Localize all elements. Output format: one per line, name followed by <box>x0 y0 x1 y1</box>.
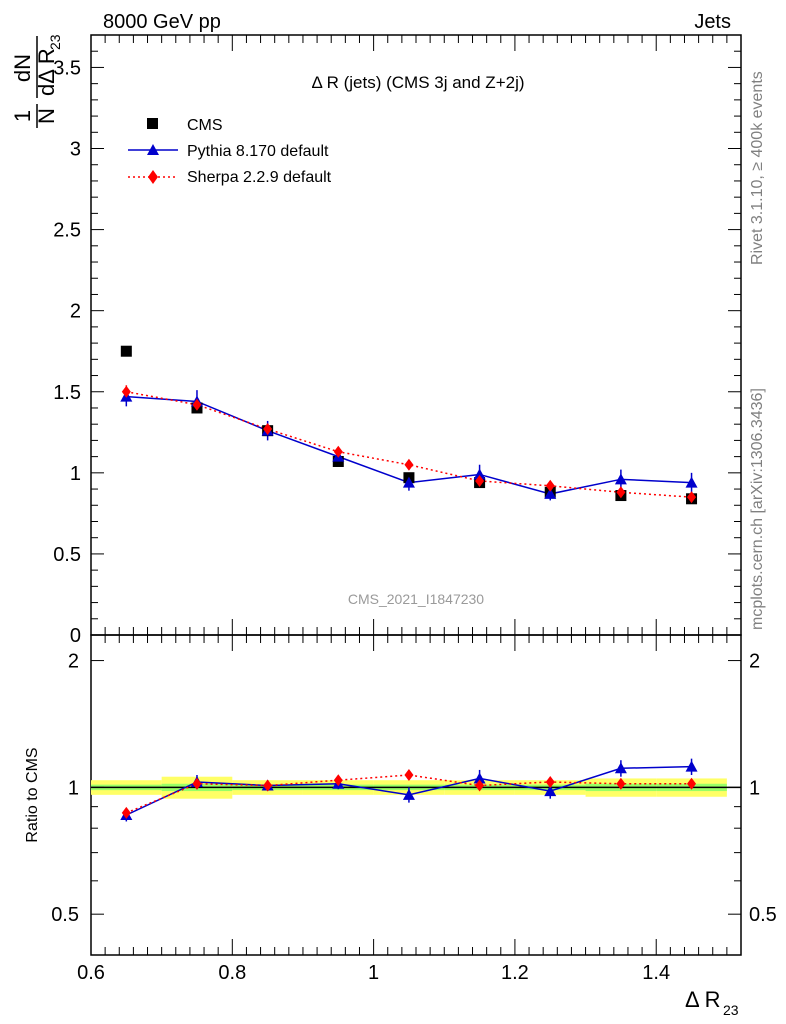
ratio-panel: Ratio to CMS 0.5 0.5 1 1 2 2 <box>24 634 777 956</box>
sherpa-point <box>687 491 697 504</box>
ratio-sherpa-point <box>475 779 485 792</box>
pythia-point <box>402 476 415 488</box>
pythia-point <box>614 473 627 485</box>
main-ylabel: 1 N dN dΔ R 23 <box>10 34 63 128</box>
ratio-series <box>120 758 698 822</box>
xtick-label: 0.6 <box>77 962 105 984</box>
ratio-sherpa-point <box>121 806 131 819</box>
main-ytick-label: 1.5 <box>53 382 81 404</box>
main-ylabel-sub: 23 <box>47 34 63 50</box>
sherpa-point <box>121 385 131 398</box>
legend-sherpa-label: Sherpa 2.2.9 default <box>187 169 332 186</box>
main-ytick-label: 0.5 <box>53 544 81 566</box>
main-title: Δ R (jets) (CMS 3j and Z+2j) <box>311 73 524 92</box>
pythia-point <box>685 476 698 488</box>
pythia-point <box>473 468 486 480</box>
ratio-pythia-point <box>402 788 415 800</box>
legend-cms-label: CMS <box>187 117 223 134</box>
ratio-ytick-label-left: 1 <box>68 777 79 799</box>
header-left: 8000 GeV pp <box>103 11 221 33</box>
mcplots-label: mcplots.cern.ch [arXiv:1306.3436] <box>749 388 766 630</box>
ratio-ylabel: Ratio to CMS <box>24 747 41 842</box>
sherpa-point <box>545 479 555 492</box>
ratio-pythia-point <box>614 762 627 774</box>
ratio-ytick-label-right: 2 <box>749 651 760 673</box>
main-ticks: 0 0.5 1 1.5 2 2.5 3 3.5 <box>53 34 741 647</box>
header-right: Jets <box>694 11 731 33</box>
legend-cms-marker <box>147 118 158 129</box>
sherpa-point <box>192 398 202 411</box>
main-panel: Δ R (jets) (CMS 3j and Z+2j) CMS_2021_I1… <box>53 34 742 647</box>
ratio-sherpa-point <box>333 774 343 787</box>
xtick-label: 1 <box>368 962 379 984</box>
main-ytick-label: 2.5 <box>53 220 81 242</box>
main-ylabel-dN: dN <box>10 54 35 82</box>
ratio-ytick-label-left: 2 <box>68 651 79 673</box>
watermark: CMS_2021_I1847230 <box>348 591 484 607</box>
ratio-sherpa-point <box>616 777 626 790</box>
ratio-sherpa-point <box>192 777 202 790</box>
main-ytick-label: 1 <box>70 463 81 485</box>
main-ytick-label: 2 <box>70 301 81 323</box>
legend-sherpa-marker <box>148 170 158 184</box>
ratio-sherpa-point <box>687 777 697 790</box>
main-ytick-label: 0 <box>70 625 81 647</box>
pythia-point <box>544 487 557 499</box>
ratio-sherpa-point <box>404 768 414 781</box>
main-ylabel-num: 1 <box>10 110 35 122</box>
main-ytick-label: 3 <box>70 139 81 161</box>
ratio-pythia-point <box>685 760 698 772</box>
sherpa-point <box>263 423 273 436</box>
sherpa-point <box>475 474 485 487</box>
ratio-ytick-label-right: 1 <box>749 777 760 799</box>
main-series <box>120 345 698 505</box>
main-ytick-label: 3.5 <box>53 57 81 79</box>
ratio-ytick-label-left: 0.5 <box>51 904 79 926</box>
ratio-ticks: 0.5 0.5 1 1 2 2 <box>51 651 777 956</box>
xlabel: Δ R 23 <box>685 987 739 1018</box>
xtick-label: 0.8 <box>218 962 246 984</box>
xtick-label: 1.4 <box>642 962 670 984</box>
sherpa-point <box>404 458 414 471</box>
main-ylabel-den: N <box>34 108 59 124</box>
ratio-pythia-point <box>544 785 557 797</box>
legend-pythia-label: Pythia 8.170 default <box>187 143 329 160</box>
ratio-sherpa-point <box>545 775 555 788</box>
legend-pythia-marker <box>147 144 159 155</box>
xlabel-text: Δ R <box>685 987 720 1012</box>
cms-point <box>120 345 132 357</box>
sherpa-line <box>126 391 692 498</box>
rivet-label: Rivet 3.1.10, ≥ 400k events <box>749 71 766 265</box>
sherpa-point <box>333 445 343 458</box>
x-axis: 0.6 0.8 1 1.2 1.4 <box>77 35 742 984</box>
ratio-pythia-point <box>473 772 486 784</box>
sherpa-point <box>616 486 626 499</box>
xlabel-sub: 23 <box>723 1002 739 1018</box>
ratio-sherpa-point <box>263 779 273 792</box>
legend: CMS Pythia 8.170 default Sherpa 2.2.9 de… <box>128 117 332 186</box>
xtick-label: 1.2 <box>501 962 529 984</box>
ratio-ytick-label-right: 0.5 <box>749 904 777 926</box>
main-ylabel-dR: dΔ R <box>34 48 59 96</box>
